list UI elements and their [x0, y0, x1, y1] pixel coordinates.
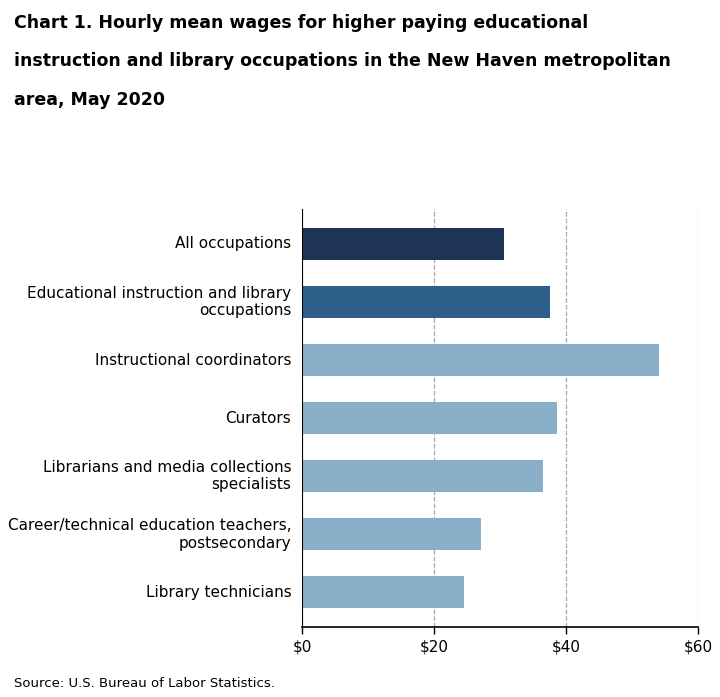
- Bar: [302, 576, 464, 608]
- Text: Source: U.S. Bureau of Labor Statistics.: Source: U.S. Bureau of Labor Statistics.: [14, 677, 275, 690]
- Text: instruction and library occupations in the New Haven metropolitan: instruction and library occupations in t…: [14, 52, 671, 70]
- Bar: [302, 460, 544, 492]
- Text: area, May 2020: area, May 2020: [14, 91, 166, 109]
- Bar: [302, 402, 557, 434]
- Bar: [302, 344, 659, 376]
- Bar: [302, 519, 481, 551]
- Bar: [302, 286, 550, 318]
- Text: Chart 1. Hourly mean wages for higher paying educational: Chart 1. Hourly mean wages for higher pa…: [14, 14, 589, 32]
- Bar: [302, 228, 504, 260]
